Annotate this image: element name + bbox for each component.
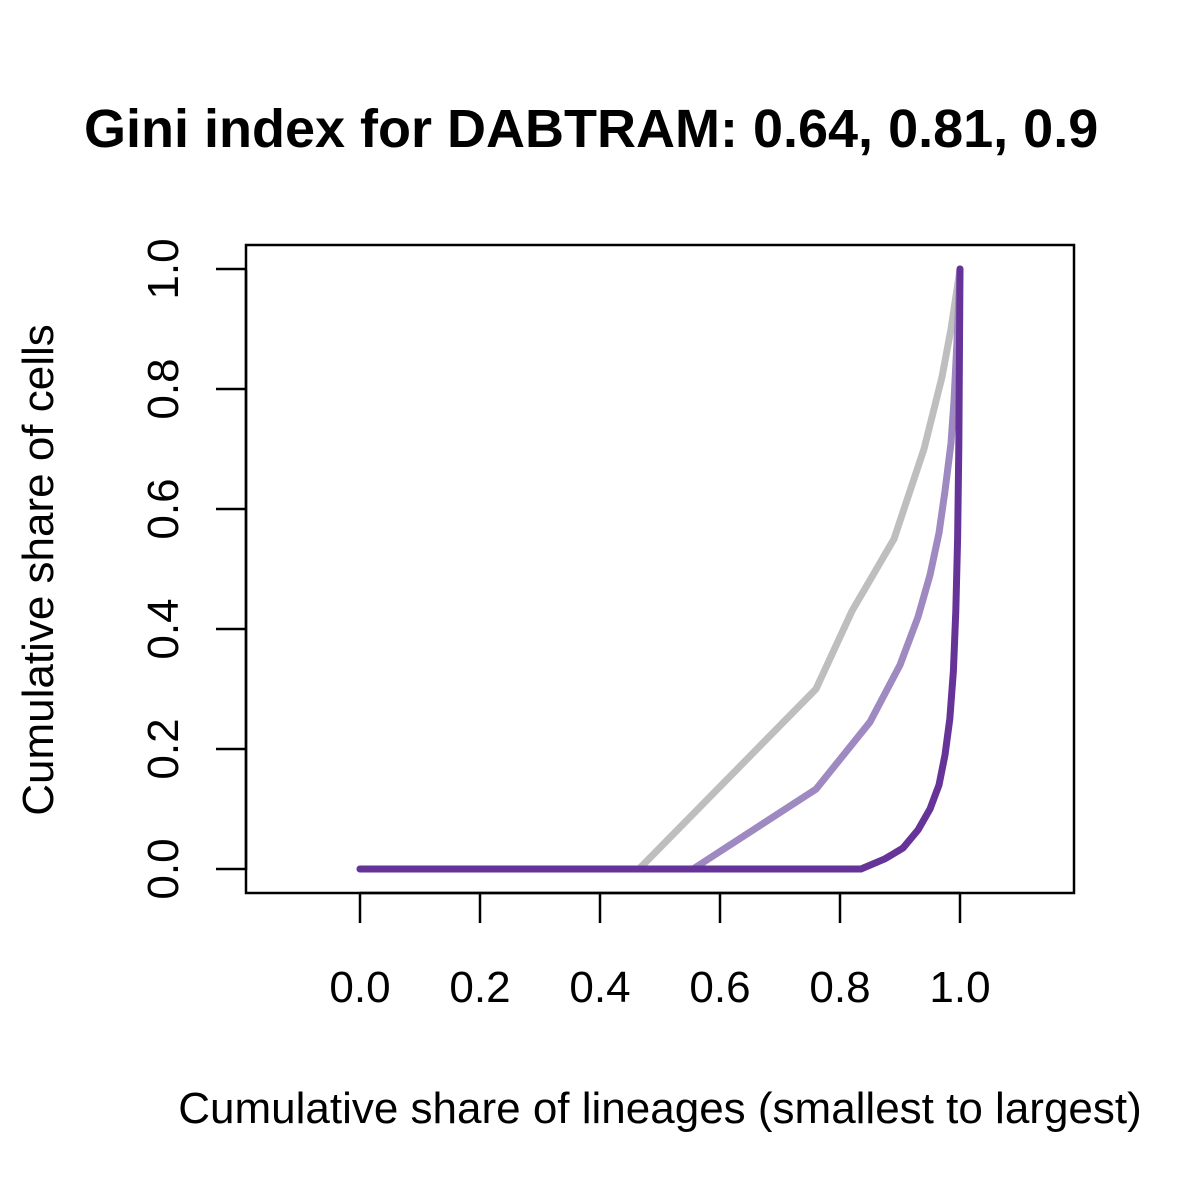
x-tick-label: 0.0 bbox=[329, 963, 390, 1012]
y-tick-label: 0.2 bbox=[139, 718, 188, 779]
x-tick-label: 0.6 bbox=[689, 963, 750, 1012]
y-tick-label: 0.0 bbox=[139, 838, 188, 899]
x-tick-label: 0.4 bbox=[569, 963, 630, 1012]
x-tick-label: 0.2 bbox=[449, 963, 510, 1012]
x-axis-label: Cumulative share of lineages (smallest t… bbox=[178, 1084, 1142, 1133]
series-line-3 bbox=[356, 265, 964, 873]
y-tick-label: 0.8 bbox=[139, 358, 188, 419]
y-tick-label: 1.0 bbox=[139, 238, 188, 299]
x-tick-label: 0.8 bbox=[809, 963, 870, 1012]
y-axis-label: Cumulative share of cells bbox=[14, 324, 63, 816]
y-tick-label: 0.6 bbox=[139, 478, 188, 539]
x-axis-ticks: 0.0 0.2 0.4 0.6 0.8 1.0 bbox=[329, 893, 991, 1012]
chart-title: Gini index for DABTRAM: 0.64, 0.81, 0.9 bbox=[84, 99, 1098, 159]
y-tick-label: 0.4 bbox=[139, 598, 188, 659]
series-layer bbox=[356, 265, 964, 873]
y-axis-ticks: 0.0 0.2 0.4 0.6 0.8 1.0 bbox=[139, 238, 246, 900]
series-line-1 bbox=[356, 265, 964, 873]
series-line-2 bbox=[356, 265, 964, 873]
x-tick-label: 1.0 bbox=[929, 963, 990, 1012]
